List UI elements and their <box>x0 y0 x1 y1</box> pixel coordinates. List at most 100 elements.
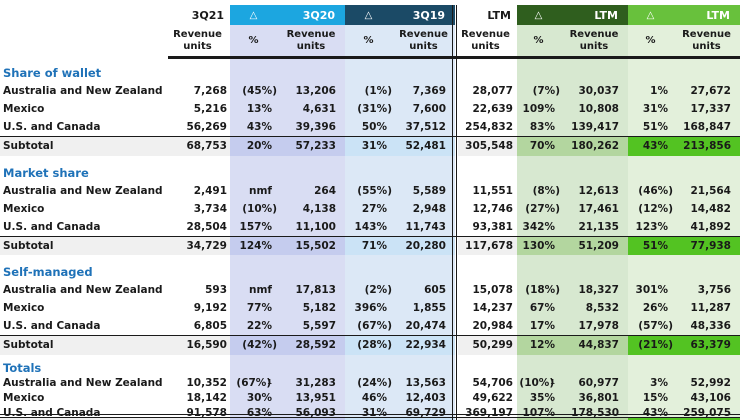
value-text: 31% <box>361 140 387 153</box>
value-text: 51% <box>642 121 668 133</box>
value-text: 30% <box>246 392 272 404</box>
col-group-3q19: △ 3Q19 <box>345 5 455 25</box>
cell-value: (21%) <box>628 336 673 355</box>
value-text: 28,504 <box>186 220 227 233</box>
cell-value: 301% <box>628 281 673 299</box>
cell-value: 30,037 <box>560 82 628 100</box>
value-text: 143% <box>354 220 387 233</box>
value-text: 13,951 <box>295 392 336 404</box>
value-text: 11,551 <box>472 184 513 197</box>
cell-value: 124% <box>230 236 277 255</box>
value-text: 1% <box>650 85 668 97</box>
cell-value: 605 <box>392 281 455 299</box>
delta-icon: △ <box>364 9 373 21</box>
cell-value: 12,746 <box>458 200 517 218</box>
value-text: 109% <box>522 103 555 115</box>
cell-value: (31%) <box>345 100 392 118</box>
units-header: Revenue units <box>399 29 448 52</box>
cell-value: 178,530 <box>560 406 628 420</box>
value-text: (10%) <box>519 377 555 389</box>
cell-value: 27% <box>345 200 392 218</box>
units-header: Revenue units <box>569 29 619 52</box>
cell-value: 31% <box>345 137 392 156</box>
table-row: Mexico 3,734 (10%) 4,138 27% 2,948 12,746 (27%)… <box>0 200 740 218</box>
value-text: 6,805 <box>193 320 227 332</box>
cell-value: 70% <box>517 137 560 156</box>
col-header-3q21: 3Q21 <box>191 8 224 22</box>
value-text: 2,491 <box>193 184 227 197</box>
cell-value: 11,743 <box>392 218 455 236</box>
cell-value: 43,106 <box>673 391 740 406</box>
value-text: 13% <box>246 103 272 115</box>
cell-value: 28,077 <box>458 82 517 100</box>
cell-value: 15,502 <box>277 236 345 255</box>
cell-value: 34,729 <box>168 236 230 255</box>
cell-value: (55%) <box>345 182 392 200</box>
row-label: Mexico <box>3 202 45 215</box>
value-text: 31% <box>361 407 387 419</box>
cell-value: 107% <box>517 406 560 420</box>
value-text: 4,631 <box>302 103 336 115</box>
row-label: U.S. and Canada <box>3 220 101 233</box>
row-label: Subtotal <box>0 336 168 355</box>
cell-value: 50,299 <box>458 336 517 355</box>
cell-value: 69,729 <box>392 406 455 420</box>
cell-value: (24%) <box>345 376 392 391</box>
delta-icon: △ <box>249 9 258 21</box>
value-text: 51,209 <box>578 239 619 252</box>
value-text: (42%) <box>242 339 277 352</box>
cell-value: nmf <box>230 281 277 299</box>
cell-value: 28,592 <box>277 336 345 355</box>
cell-value: 16,590 <box>168 336 230 355</box>
row-label: U.S. and Canada <box>3 407 101 419</box>
cell-value: 37,512 <box>392 118 455 136</box>
footnote-marker: 1 <box>267 378 272 386</box>
table-row: U.S. and Canada 28,504 157% 11,100 143% 11,74… <box>0 218 740 236</box>
cell-value: 49,622 <box>458 391 517 406</box>
row-label: Australia and New Zealand <box>3 377 163 389</box>
delta-icon: △ <box>534 9 543 21</box>
value-text: 117,678 <box>465 239 513 252</box>
cell-value: 63,379 <box>673 336 740 355</box>
table-row: Mexico 18,142 30% 13,951 46% 12,403 49,622 35% 3… <box>0 391 740 406</box>
cell-value: 31% <box>345 406 392 420</box>
value-text: 107% <box>522 407 555 419</box>
cell-value: 369,197 <box>458 406 517 420</box>
table-vertical-divider <box>452 5 457 420</box>
partial-cell <box>0 418 230 420</box>
cell-value: 20,984 <box>458 317 517 335</box>
partial-cell <box>230 418 345 420</box>
cell-value: 22,934 <box>392 336 455 355</box>
cell-value: 63% <box>230 406 277 420</box>
value-text: 43,106 <box>690 392 731 404</box>
cell-value: 17,461 <box>560 200 628 218</box>
value-text: 11,287 <box>690 302 731 314</box>
value-text: 50,299 <box>472 339 513 352</box>
value-text: 63,379 <box>690 339 731 352</box>
footnote-marker: 1 <box>550 378 555 386</box>
value-text: 10,808 <box>578 103 619 115</box>
cell-value: (18%) <box>517 281 560 299</box>
cell-value: 13,563 <box>392 376 455 391</box>
cell-value: 31,283 <box>277 376 345 391</box>
value-text: 10,352 <box>186 377 227 389</box>
cell-value: 35% <box>517 391 560 406</box>
value-text: 31% <box>642 103 668 115</box>
section-title: Market share <box>3 165 89 180</box>
cell-value: 54,706 <box>458 376 517 391</box>
value-text: 28,077 <box>472 85 513 97</box>
table-row: U.S. and Canada 91,578 63% 56,093 31% 69,729 3… <box>0 406 740 420</box>
value-text: 130% <box>522 239 555 252</box>
value-text: (28%) <box>357 339 392 352</box>
value-text: 46% <box>361 392 387 404</box>
cell-value: 264 <box>277 182 345 200</box>
cell-value: 5,216 <box>168 100 230 118</box>
cell-value: 7,268 <box>168 82 230 100</box>
section-title-row: Share of wallet <box>0 64 740 82</box>
cell-value: 11,287 <box>673 299 740 317</box>
value-text: 56,093 <box>295 407 336 419</box>
cell-value: 157% <box>230 218 277 236</box>
value-text: 91,578 <box>186 407 227 419</box>
value-text: 17% <box>529 320 555 332</box>
cell-value: 139,417 <box>560 118 628 136</box>
